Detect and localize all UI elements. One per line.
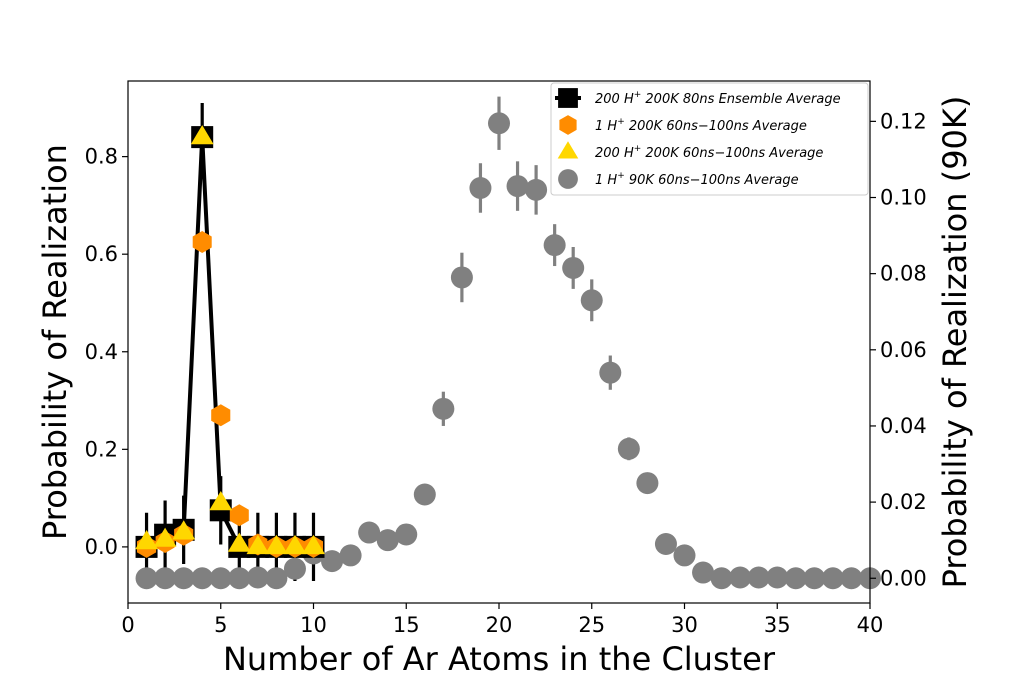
series-3-point xyxy=(654,532,677,555)
series-3-point xyxy=(432,397,455,420)
series-3-point xyxy=(562,256,585,279)
series-3-point xyxy=(506,175,529,198)
y-axis-label-left: Probability of Realization xyxy=(36,144,74,540)
series-1-point xyxy=(211,404,231,427)
series-2-point xyxy=(283,534,307,555)
series-2-point xyxy=(227,532,251,552)
series-3-point xyxy=(636,472,659,495)
series-3-point xyxy=(692,561,715,584)
legend: 200 H+ 200K 80ns Ensemble Average 1 H+ 20… xyxy=(550,82,869,196)
y-right-tick-label: 0.06 xyxy=(880,338,927,362)
series-3-point xyxy=(803,567,826,590)
y-left-tick-label: 0.6 xyxy=(85,242,118,266)
series-3-point xyxy=(135,567,158,590)
series-3-point xyxy=(358,521,381,544)
series-3-point xyxy=(673,544,696,567)
series-3-point xyxy=(450,266,473,289)
y-right-tick-label: 0.12 xyxy=(880,109,927,133)
series-2-point xyxy=(135,530,158,550)
series-3-point xyxy=(395,523,418,546)
series-3-point xyxy=(710,567,733,590)
series-3-point xyxy=(209,567,232,590)
legend-marker xyxy=(557,141,579,159)
series-3-point xyxy=(469,176,492,199)
x-tick-label: 15 xyxy=(393,613,420,637)
x-tick-label: 20 xyxy=(486,613,513,637)
series-1-point xyxy=(192,231,212,253)
series-3-point xyxy=(840,567,863,590)
x-tick-label: 35 xyxy=(764,613,791,637)
series-3-point xyxy=(599,361,622,384)
y-axis-label-right: Probability of Realization (90K) xyxy=(936,96,974,589)
series-3-point xyxy=(283,557,306,580)
legend-label: 200 H+ 200K 80ns Ensemble Average xyxy=(595,90,841,107)
series-3-point xyxy=(339,544,362,567)
y-right-tick-label: 0.08 xyxy=(880,262,927,286)
series-3-point xyxy=(376,529,399,552)
series-3-point xyxy=(525,178,548,201)
legend-marker xyxy=(558,88,578,108)
y-right-tick-label: 0.00 xyxy=(880,566,927,590)
series-3-point xyxy=(821,567,844,590)
series-2-point xyxy=(172,520,196,540)
x-axis-label: Number of Ar Atoms in the Cluster xyxy=(223,640,776,678)
series-2-point xyxy=(209,491,233,511)
series-2-point xyxy=(302,534,325,555)
x-tick-label: 5 xyxy=(214,613,227,637)
legend-label: 1 H+ 200K 60ns−100ns Average xyxy=(595,117,807,134)
x-tick-label: 40 xyxy=(857,613,884,637)
y-left-tick-label: 0.8 xyxy=(85,145,118,169)
x-tick-label: 0 xyxy=(121,613,134,637)
series-3-point xyxy=(246,566,269,589)
series-0-line xyxy=(145,135,314,549)
y-left-tick-label: 0.0 xyxy=(85,535,118,559)
series-3-point xyxy=(488,112,510,135)
series-2-point xyxy=(153,527,177,547)
legend-label: 200 H+ 200K 60ns−100ns Average xyxy=(595,144,823,161)
series-3-point xyxy=(580,289,603,312)
series-3-point xyxy=(784,567,807,590)
series-3-point xyxy=(766,566,789,589)
series-3-point xyxy=(617,437,640,460)
series-2-point xyxy=(190,125,214,145)
legend-label: 1 H+ 90K 60ns−100ns Average xyxy=(595,171,799,188)
x-tick-label: 30 xyxy=(671,613,698,637)
series-1-point xyxy=(229,504,249,527)
series-2-point xyxy=(265,534,288,555)
y-left-tick-label: 0.4 xyxy=(85,340,118,364)
y-left-tick-label: 0.2 xyxy=(85,437,118,461)
series-3-point xyxy=(543,234,566,257)
x-tick-label: 25 xyxy=(578,613,605,637)
series-3-point xyxy=(191,567,214,590)
series-3-point xyxy=(413,483,436,506)
y-right-tick-label: 0.10 xyxy=(880,186,927,210)
legend-marker xyxy=(559,115,577,135)
series-3-point xyxy=(172,567,195,590)
series-3-point xyxy=(228,567,251,590)
series-3-point xyxy=(729,566,752,589)
series-3-point xyxy=(747,566,770,589)
series-2-point xyxy=(246,534,270,555)
y-right-tick-label: 0.04 xyxy=(880,414,927,438)
legend-box xyxy=(550,82,869,196)
x-tick-label: 10 xyxy=(300,613,327,637)
series-3-point xyxy=(321,550,344,573)
series-3-point xyxy=(265,567,288,590)
legend-marker xyxy=(558,169,578,189)
series-3-point xyxy=(154,567,177,590)
y-right-tick-label: 0.02 xyxy=(880,490,927,514)
